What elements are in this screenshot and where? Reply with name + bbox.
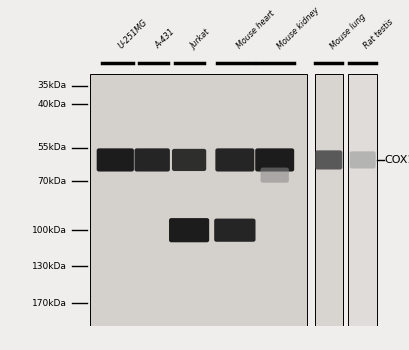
Text: COX15: COX15: [384, 155, 409, 165]
Text: Mouse heart: Mouse heart: [234, 9, 276, 51]
FancyBboxPatch shape: [97, 148, 134, 172]
FancyBboxPatch shape: [215, 148, 254, 172]
Text: Mouse lung: Mouse lung: [328, 12, 366, 51]
Text: Mouse kidney: Mouse kidney: [275, 6, 320, 51]
FancyBboxPatch shape: [260, 168, 288, 183]
FancyBboxPatch shape: [254, 148, 294, 172]
Text: 170kDa: 170kDa: [31, 299, 66, 308]
Text: U-251MG: U-251MG: [117, 18, 149, 51]
Text: 40kDa: 40kDa: [38, 100, 66, 109]
FancyBboxPatch shape: [134, 148, 169, 172]
Text: 70kDa: 70kDa: [37, 177, 66, 186]
Text: 130kDa: 130kDa: [31, 262, 66, 271]
Text: Jurkat: Jurkat: [189, 28, 212, 51]
FancyBboxPatch shape: [169, 218, 209, 242]
FancyBboxPatch shape: [349, 151, 375, 168]
Text: A-431: A-431: [153, 28, 176, 51]
Bar: [314, 74, 342, 326]
FancyBboxPatch shape: [315, 150, 342, 169]
Text: 35kDa: 35kDa: [37, 81, 66, 90]
Text: Rat testis: Rat testis: [362, 18, 394, 51]
Text: 100kDa: 100kDa: [31, 226, 66, 235]
FancyBboxPatch shape: [171, 149, 206, 171]
Bar: [348, 74, 375, 326]
Bar: [90, 74, 306, 326]
FancyBboxPatch shape: [213, 219, 255, 242]
Text: 55kDa: 55kDa: [37, 144, 66, 153]
